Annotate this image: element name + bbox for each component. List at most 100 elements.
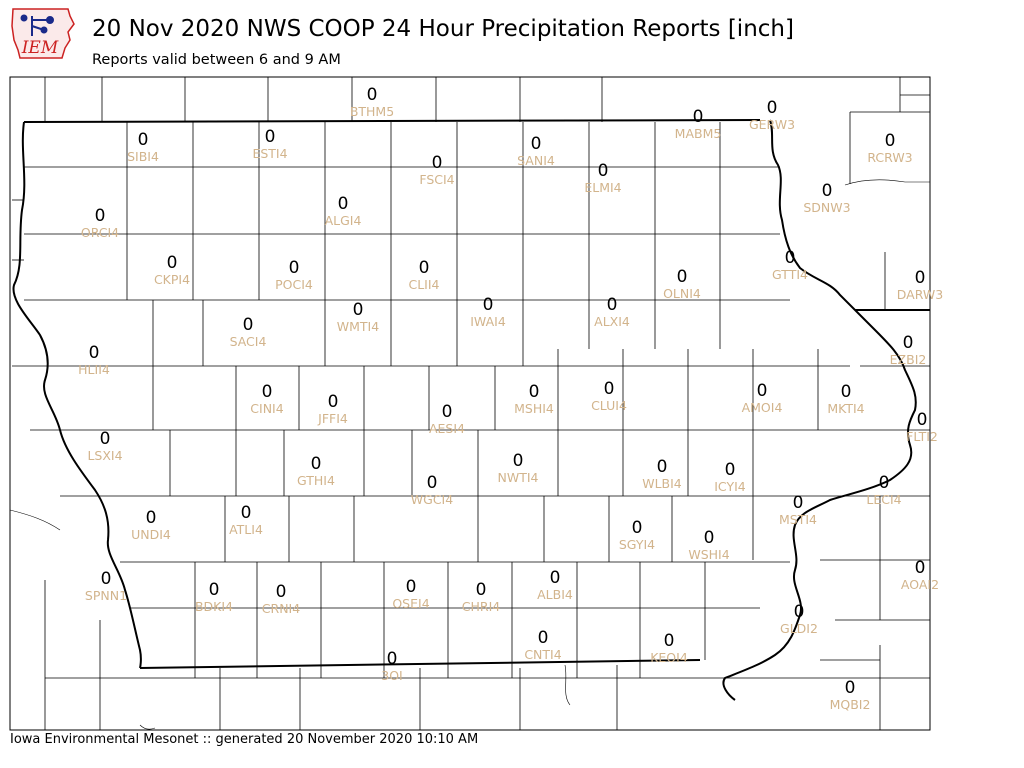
page-title: 20 Nov 2020 NWS COOP 24 Hour Precipitati… xyxy=(92,16,794,42)
station-value-hlii4: 0 xyxy=(89,343,100,363)
station-value-wlbi4: 0 xyxy=(657,457,668,477)
station-value-clii4: 0 xyxy=(419,258,430,278)
station-id-aoai2: AOAI2 xyxy=(901,577,939,592)
station-value-sani4: 0 xyxy=(531,134,542,154)
station-id-fsci4: FSCI4 xyxy=(419,172,454,187)
station-id-elmi4: ELMI4 xyxy=(584,180,621,195)
station-id-mshi4: MSHI4 xyxy=(514,401,554,416)
station-id-esti4: ESTI4 xyxy=(252,146,287,161)
station-id-iwai4: IWAI4 xyxy=(470,314,506,329)
station-id-albi4: ALBI4 xyxy=(537,587,573,602)
station-values: 0 0 0 0 0 0 0 0 0 0 0 0 0 0 0 0 0 0 0 0 0 0 0 0 0 0 0 0 0 0 0 0 0 0 0 0 0 0 0 0… xyxy=(89,85,928,698)
logo-text: IEM xyxy=(21,38,59,58)
state-boundaries xyxy=(12,119,930,701)
station-value-jffi4: 0 xyxy=(328,392,339,412)
station-id-cini4: CINI4 xyxy=(250,401,283,416)
county-boundaries xyxy=(12,77,930,730)
station-value-3oi: 0 xyxy=(387,649,398,669)
station-value-nwti4: 0 xyxy=(513,451,524,471)
station-id-alxi4: ALXI4 xyxy=(594,314,630,329)
station-id-darw3: DARW3 xyxy=(897,287,943,302)
station-value-cini4: 0 xyxy=(262,382,273,402)
station-id-hlii4: HLII4 xyxy=(78,362,110,377)
station-id-undi4: UNDI4 xyxy=(131,527,171,542)
station-id-algi4: ALGI4 xyxy=(325,213,362,228)
station-value-elmi4: 0 xyxy=(598,161,609,181)
station-value-undi4: 0 xyxy=(146,508,157,528)
station-id-flti2: FLTI2 xyxy=(906,429,938,444)
station-value-ezbi2: 0 xyxy=(903,333,914,353)
station-value-clui4: 0 xyxy=(604,379,615,399)
station-value-sgyi4: 0 xyxy=(632,518,643,538)
station-id-bthm5: BTHM5 xyxy=(350,104,394,119)
station-id-cnti4: CNTI4 xyxy=(524,647,561,662)
station-id-aesi4: AESI4 xyxy=(429,421,465,436)
station-id-olni4: OLNI4 xyxy=(663,286,701,301)
station-id-mkti4: MKTI4 xyxy=(827,401,864,416)
iem-logo: IEM xyxy=(11,8,75,59)
iowa-outline-logo-icon xyxy=(11,8,75,59)
station-value-lsxi4: 0 xyxy=(100,429,111,449)
map-frame xyxy=(9,76,931,731)
station-id-mqbi2: MQBI2 xyxy=(830,697,871,712)
station-id-gtti4: GTTI4 xyxy=(772,267,808,282)
station-value-alxi4: 0 xyxy=(607,295,618,315)
station-value-wmti4: 0 xyxy=(353,300,364,320)
station-id-clii4: CLII4 xyxy=(408,277,439,292)
station-id-spnn1: SPNN1 xyxy=(85,588,127,603)
station-value-mqbi2: 0 xyxy=(845,678,856,698)
station-value-cnti4: 0 xyxy=(538,628,549,648)
station-id-lsxi4: LSXI4 xyxy=(87,448,122,463)
station-id-3oi: 3OI xyxy=(381,668,402,683)
station-value-ckpi4: 0 xyxy=(167,253,178,273)
station-value-keoi4: 0 xyxy=(664,631,675,651)
station-value-poci4: 0 xyxy=(289,258,300,278)
station-value-aesi4: 0 xyxy=(442,402,453,422)
station-id-sgyi4: SGYI4 xyxy=(619,537,655,552)
station-value-albi4: 0 xyxy=(550,568,561,588)
station-id-leci4: LECI4 xyxy=(866,492,901,507)
station-id-bdki4: BDKI4 xyxy=(195,599,233,614)
station-id-sdnw3: SDNW3 xyxy=(803,200,850,215)
station-value-atli4: 0 xyxy=(241,503,252,523)
station-value-mabm5: 0 xyxy=(693,107,704,127)
station-value-algi4: 0 xyxy=(338,194,349,214)
station-value-orci4: 0 xyxy=(95,206,106,226)
station-id-amoi4: AMOI4 xyxy=(742,400,783,415)
weather-instrument-icon xyxy=(20,14,54,36)
station-id-gthi4: GTHI4 xyxy=(297,473,335,488)
station-id-chri4: CHRI4 xyxy=(462,599,500,614)
station-id-saci4: SACI4 xyxy=(230,334,267,349)
station-value-leci4: 0 xyxy=(879,473,890,493)
station-id-msti4: MSTI4 xyxy=(779,512,817,527)
station-id-ckpi4: CKPI4 xyxy=(154,272,190,287)
station-value-mshi4: 0 xyxy=(529,382,540,402)
station-id-osei4: OSEI4 xyxy=(392,596,429,611)
station-ids: BTHM5 MABM5 GERW3 SIBI4 ESTI4 SANI4 FSCI4 ELMI4… xyxy=(78,104,943,712)
station-value-aoai2: 0 xyxy=(915,558,926,578)
station-value-esti4: 0 xyxy=(265,127,276,147)
station-value-gldi2: 0 xyxy=(794,602,805,622)
station-id-mabm5: MABM5 xyxy=(675,126,722,141)
station-value-sdnw3: 0 xyxy=(822,181,833,201)
station-value-gthi4: 0 xyxy=(311,454,322,474)
station-id-wlbi4: WLBI4 xyxy=(642,476,682,491)
station-value-crni4: 0 xyxy=(276,582,287,602)
station-id-keoi4: KEOI4 xyxy=(650,650,688,665)
station-id-atli4: ATLI4 xyxy=(229,522,263,537)
station-value-gtti4: 0 xyxy=(785,248,796,268)
station-value-flti2: 0 xyxy=(917,410,928,430)
station-id-orci4: ORCI4 xyxy=(81,225,119,240)
station-id-crni4: CRNI4 xyxy=(262,601,300,616)
station-value-saci4: 0 xyxy=(243,315,254,335)
station-id-jffi4: JFFI4 xyxy=(317,411,348,426)
station-id-ezbi2: EZBI2 xyxy=(890,352,927,367)
footer-credit: Iowa Environmental Mesonet :: generated … xyxy=(10,732,479,747)
station-value-sibi4: 0 xyxy=(138,130,149,150)
station-value-msti4: 0 xyxy=(793,493,804,513)
station-value-rcrw3: 0 xyxy=(885,131,896,151)
station-id-gldi2: GLDI2 xyxy=(780,621,818,636)
station-value-olni4: 0 xyxy=(677,267,688,287)
station-value-mkti4: 0 xyxy=(841,382,852,402)
